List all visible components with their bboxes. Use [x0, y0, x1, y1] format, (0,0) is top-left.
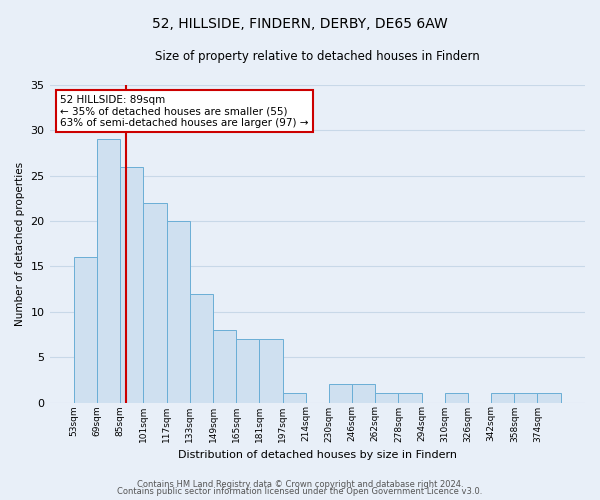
- Bar: [259, 339, 283, 402]
- Bar: [167, 221, 190, 402]
- Bar: [74, 258, 97, 402]
- Bar: [538, 394, 560, 402]
- Bar: [143, 203, 167, 402]
- Y-axis label: Number of detached properties: Number of detached properties: [15, 162, 25, 326]
- Bar: [236, 339, 259, 402]
- Bar: [120, 166, 143, 402]
- Text: 52 HILLSIDE: 89sqm
← 35% of detached houses are smaller (55)
63% of semi-detache: 52 HILLSIDE: 89sqm ← 35% of detached hou…: [60, 94, 309, 128]
- Text: Contains public sector information licensed under the Open Government Licence v3: Contains public sector information licen…: [118, 487, 482, 496]
- Bar: [329, 384, 352, 402]
- Bar: [398, 394, 422, 402]
- Title: Size of property relative to detached houses in Findern: Size of property relative to detached ho…: [155, 50, 479, 63]
- Bar: [213, 330, 236, 402]
- Text: Contains HM Land Registry data © Crown copyright and database right 2024.: Contains HM Land Registry data © Crown c…: [137, 480, 463, 489]
- Bar: [445, 394, 468, 402]
- X-axis label: Distribution of detached houses by size in Findern: Distribution of detached houses by size …: [178, 450, 457, 460]
- Bar: [97, 140, 120, 402]
- Bar: [514, 394, 538, 402]
- Bar: [352, 384, 375, 402]
- Text: 52, HILLSIDE, FINDERN, DERBY, DE65 6AW: 52, HILLSIDE, FINDERN, DERBY, DE65 6AW: [152, 18, 448, 32]
- Bar: [375, 394, 398, 402]
- Bar: [283, 394, 305, 402]
- Bar: [491, 394, 514, 402]
- Bar: [190, 294, 213, 403]
